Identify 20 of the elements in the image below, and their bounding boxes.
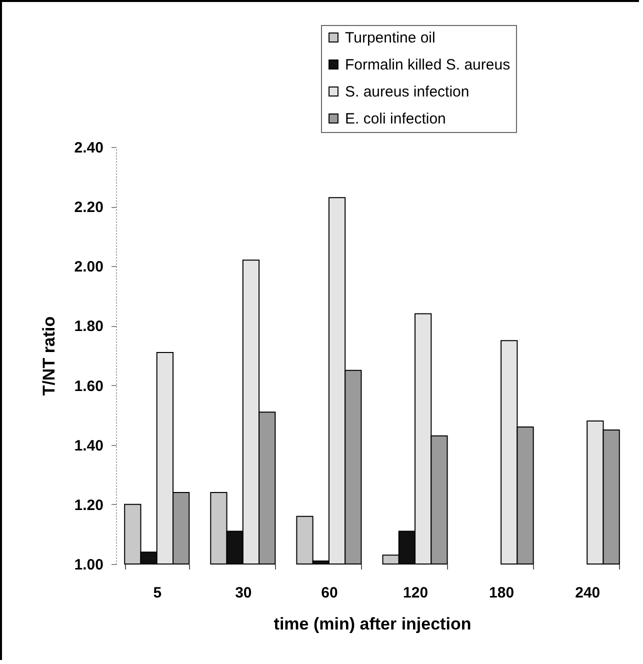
x-tick-label: 180 [489,584,514,602]
legend-label: Turpentine oil [345,30,436,46]
y-tick-label: 1.60 [74,378,104,395]
y-tick-label: 1.80 [74,318,104,336]
x-tick-label: 120 [403,584,428,602]
legend-label: E. coli infection [345,110,446,128]
x-tick-label: 240 [575,584,600,602]
legend-label: Formalin killed S. aureus [345,56,510,74]
y-tick-label: 1.00 [74,556,104,574]
y-tick-label: 2.00 [74,258,104,276]
x-tick-label: 30 [235,584,252,602]
y-tick-label: 1.20 [74,496,104,514]
y-tick-label: 1.40 [74,437,104,454]
x-tick-label: 60 [321,584,338,602]
y-tick-label: 2.40 [74,140,104,156]
y-axis-title: T/NT ratio [39,316,58,396]
legend-label: S. aureus infection [345,84,470,100]
x-axis-title: time (min) after injection [274,614,472,634]
y-tick-label: 2.20 [74,199,104,216]
x-tick-label: 5 [153,584,162,602]
